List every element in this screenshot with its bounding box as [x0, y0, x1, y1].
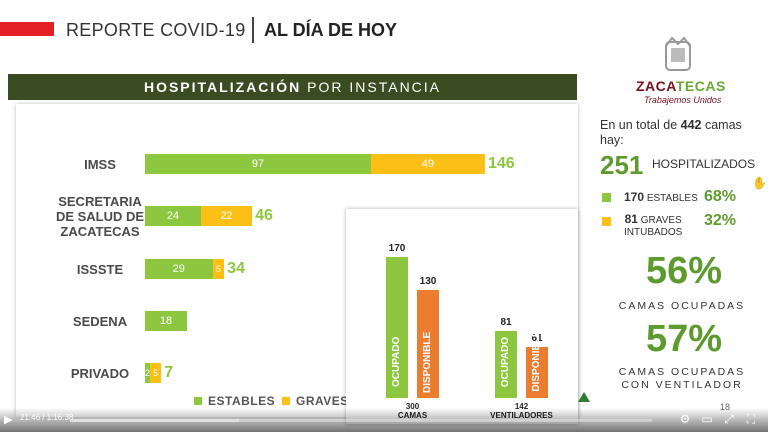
bar-graves: 5 — [212, 259, 225, 279]
beds-occupied-pct: 56% — [646, 250, 723, 292]
summary-panel: ZACATECAS Trabajemos Unidos En un total … — [596, 0, 768, 432]
severe-swatch — [602, 217, 611, 226]
bar-total-label: 7 — [164, 364, 174, 381]
vent-occupied-label-1: CAMAS OCUPADAS — [618, 366, 746, 378]
category-label: PRIVADO — [30, 366, 170, 381]
category-label-line: IMSS — [84, 156, 116, 172]
category-label-line: SEDENA — [72, 313, 128, 329]
play-icon[interactable]: ▶ — [4, 414, 13, 426]
triangle-marker — [578, 392, 590, 402]
legend-graves-label: GRAVES — [296, 394, 349, 408]
vbar-value-label: 61 — [531, 333, 543, 345]
stable-count: 170 — [624, 190, 645, 204]
vbar-name-label: OCUPADO — [500, 336, 511, 387]
zacatecas-shield-icon — [665, 36, 691, 71]
total-beds: 442 — [680, 118, 702, 132]
bar-estables: 29 — [145, 259, 213, 279]
legend-estables: ESTABLES — [194, 394, 275, 408]
bar-total-label: 46 — [255, 207, 273, 224]
report-subtitle: AL DÍA DE HOY — [264, 20, 398, 40]
intro-pre: En un total de — [600, 118, 681, 132]
severe-pct: 32% — [704, 212, 737, 229]
bar-total-label: 146 — [488, 155, 515, 172]
header-accent — [0, 22, 54, 36]
bar-total-label: 34 — [227, 260, 245, 277]
miniplayer-icon[interactable]: ▭ — [701, 412, 713, 426]
bar-estables: 24 — [145, 206, 201, 226]
category-label-line: SECRETARIA — [58, 193, 142, 209]
section-title-rest: POR INSTANCIA — [301, 79, 442, 95]
section-title: HOSPITALIZACIÓN POR INSTANCIA — [8, 74, 577, 100]
vbar-name-label: DISPONIBLE — [531, 330, 542, 392]
category-label-line: PRIVADO — [70, 365, 130, 381]
legend-graves: GRAVES — [282, 394, 349, 408]
vent-occupied-pct: 57% — [646, 318, 723, 360]
summary-intro: En un total de 442 camas hay: — [600, 118, 768, 148]
vbar-name-label: OCUPADO — [391, 336, 402, 388]
category-label-line: DE SALUD DE — [55, 208, 145, 224]
bar-estables: 18 — [145, 311, 187, 331]
progress-fill — [70, 419, 239, 422]
vbar-disponible — [526, 347, 548, 398]
category-label-line: ZACATECAS — [60, 223, 140, 239]
header-separator — [252, 17, 254, 43]
category-label: IMSS — [30, 157, 170, 172]
section-title-bold: HOSPITALIZACIÓN — [143, 79, 302, 95]
legend-graves-swatch — [282, 397, 290, 405]
severe-count: 81 — [624, 212, 638, 226]
bar-graves: 22 — [200, 206, 253, 226]
vbar-group-total: 142 — [514, 402, 529, 411]
category-label-line: ISSSTE — [76, 261, 124, 277]
vbar-value-label: 81 — [500, 316, 512, 328]
vbar-ocupado — [495, 330, 517, 398]
settings-gear-icon[interactable]: ⚙ — [679, 412, 691, 426]
playback-time: 21:46 / 1:16:38 — [20, 413, 74, 422]
stable-pct: 68% — [704, 188, 737, 205]
progress-track[interactable] — [70, 419, 652, 422]
stable-stat: 170 ESTABLES — [624, 191, 698, 205]
legend-estables-swatch — [194, 397, 202, 405]
vbar-value-label: 130 — [419, 276, 437, 288]
bar-estables: 97 — [145, 154, 371, 174]
vbar-disponible — [417, 290, 439, 398]
stable-label: ESTABLES — [646, 193, 698, 204]
vbar-group-total: 300 — [405, 402, 420, 411]
category-label: SEDENA — [30, 314, 170, 329]
vbar-value-label: 170 — [388, 242, 406, 254]
category-label: ISSSTE — [30, 262, 170, 277]
hospitalized-label: HOSPITALIZADOS — [652, 157, 756, 171]
hand-cursor-icon: ✋ — [752, 176, 767, 190]
logo-name-a: ZACA — [636, 78, 676, 94]
intro-post: camas hay: — [600, 118, 742, 147]
severe-label-2: INTUBADOS — [624, 227, 683, 238]
report-title: REPORTE COVID-19 — [66, 20, 246, 40]
category-label: SECRETARIA DE SALUD DE ZACATECAS — [30, 194, 170, 239]
vbar-name-label: DISPONIBLE — [422, 331, 433, 393]
severe-stat: 81 GRAVES INTUBADOS — [624, 213, 682, 239]
more-icon[interactable]: ⛶ — [746, 412, 756, 426]
zacatecas-logo-text: ZACATECAS — [636, 78, 726, 94]
legend-estables-label: ESTABLES — [208, 394, 276, 408]
hospitalized-count: 251 — [600, 150, 644, 180]
stable-swatch — [602, 193, 611, 202]
page-number: 18 — [720, 402, 731, 412]
severe-label-1: GRAVES — [640, 215, 682, 226]
logo-slogan: Trabajemos Unidos — [644, 95, 722, 105]
vent-occupied-label-2: CON VENTILADOR — [621, 379, 743, 391]
logo-name-b: TECAS — [675, 78, 726, 94]
bar-estables: 2 — [145, 363, 150, 383]
bar-graves: 5 — [149, 363, 162, 383]
beds-occupied-label: CAMAS OCUPADAS — [618, 300, 746, 312]
bar-graves: 49 — [370, 154, 485, 174]
fullscreen-icon[interactable]: ⤢ — [724, 412, 734, 426]
vbar-ocupado — [386, 256, 408, 398]
